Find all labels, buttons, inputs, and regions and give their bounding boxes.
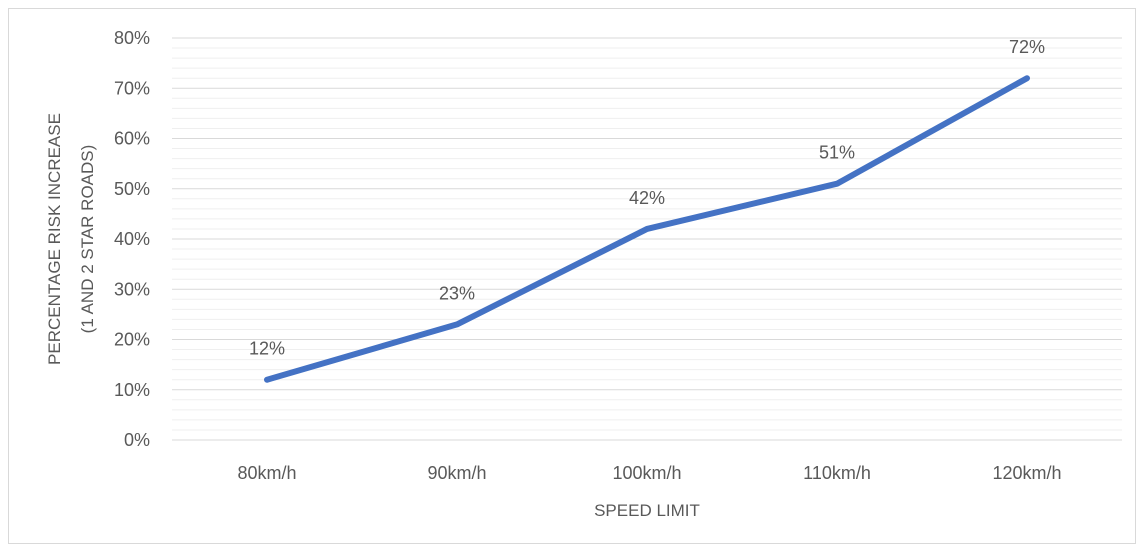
- x-tick-label: 110km/h: [803, 463, 871, 483]
- y-axis-title: PERCENTAGE RISK INCREASE (1 AND 2 STAR R…: [45, 113, 97, 365]
- y-tick-label: 10%: [114, 380, 150, 400]
- data-label: 23%: [439, 283, 475, 303]
- y-tick-label: 80%: [114, 28, 150, 48]
- data-point: [1025, 76, 1029, 80]
- minor-gridlines: [172, 47, 1122, 431]
- x-tick-label: 120km/h: [992, 463, 1061, 483]
- chart-frame: [8, 8, 1136, 544]
- y-axis-title-line-1: PERCENTAGE RISK INCREASE: [45, 113, 64, 365]
- series-layer: [264, 75, 1030, 383]
- x-tick-label: 80km/h: [237, 463, 296, 483]
- x-axis-tick-labels: 80km/h 90km/h 100km/h 110km/h 120km/h: [237, 463, 1061, 483]
- data-point: [645, 227, 649, 231]
- data-label: 12%: [249, 339, 285, 359]
- y-tick-label: 40%: [114, 229, 150, 249]
- y-tick-label: 20%: [114, 330, 150, 350]
- y-tick-label: 0%: [124, 430, 150, 450]
- data-point: [835, 182, 839, 186]
- y-axis-tick-labels: 0% 10% 20% 30% 40% 50% 60% 70% 80%: [114, 28, 150, 450]
- y-axis-title-line-2: (1 AND 2 STAR ROADS): [78, 145, 97, 334]
- x-tick-label: 90km/h: [427, 463, 486, 483]
- data-label: 42%: [629, 188, 665, 208]
- data-point: [455, 322, 459, 326]
- y-tick-label: 30%: [114, 279, 150, 299]
- major-gridlines: [172, 37, 1122, 441]
- y-tick-label: 70%: [114, 78, 150, 98]
- data-label: 51%: [819, 143, 855, 163]
- data-label: 72%: [1009, 37, 1045, 57]
- data-labels: 12% 23% 42% 51% 72%: [249, 37, 1045, 359]
- y-tick-label: 50%: [114, 179, 150, 199]
- y-tick-label: 60%: [114, 129, 150, 149]
- x-axis-title: SPEED LIMIT: [594, 501, 700, 520]
- data-point: [265, 378, 269, 382]
- x-tick-label: 100km/h: [612, 463, 681, 483]
